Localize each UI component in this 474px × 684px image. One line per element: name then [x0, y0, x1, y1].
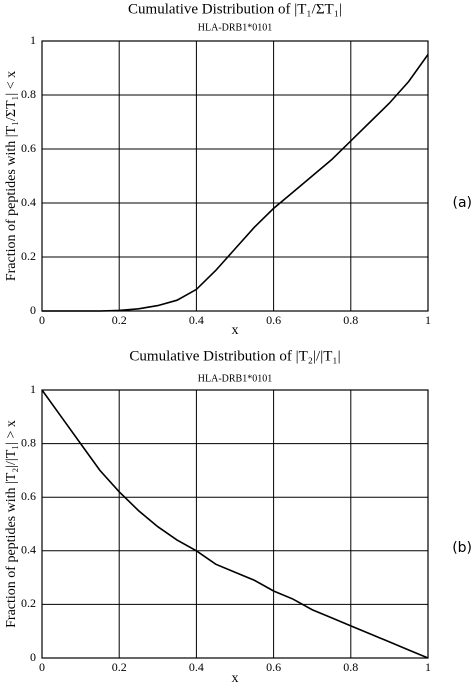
x-tick-label: 0 — [39, 660, 45, 674]
panel-label: (a) — [452, 195, 472, 211]
chart-title: Cumulative Distribution of |T₁/ΣT₁| — [128, 1, 342, 17]
x-tick-label: 0 — [39, 313, 45, 327]
y-tick-label: 1 — [30, 382, 36, 396]
y-tick-label: 0.4 — [21, 195, 36, 209]
x-tick-label: 0.8 — [343, 313, 358, 327]
y-tick-label: 0.8 — [21, 435, 36, 449]
x-tick-label: 0.2 — [112, 660, 127, 674]
y-axis-label: Fraction of peptides with |T₂|/|T₁| > x — [4, 420, 19, 628]
data-line — [42, 54, 429, 312]
y-tick-label: 0.6 — [21, 489, 36, 503]
y-tick-label: 0 — [30, 650, 36, 664]
y-tick-label: 1 — [30, 33, 36, 47]
y-tick-label: 0.4 — [21, 543, 36, 557]
data-line — [41, 389, 429, 659]
plot-frame — [41, 40, 429, 312]
y-tick-label: 0.2 — [21, 249, 36, 263]
x-tick-label: 0.6 — [266, 660, 281, 674]
x-tick-label: 0.6 — [266, 313, 281, 327]
x-axis-label: x — [232, 323, 239, 338]
chart-title: Cumulative Distribution of |T₂|/|T₁| — [129, 348, 340, 364]
x-tick-label: 0.2 — [112, 313, 127, 327]
x-axis-label: x — [232, 671, 239, 684]
chart-subtitle: HLA-DRB1*0101 — [198, 22, 272, 33]
x-tick-label: 0.8 — [343, 660, 358, 674]
panel-label: (b) — [452, 540, 472, 556]
x-tick-label: 1 — [425, 660, 431, 674]
y-tick-label: 0.2 — [21, 596, 36, 610]
y-tick-label: 0.8 — [21, 87, 36, 101]
plot-frame — [41, 389, 429, 659]
y-tick-label: 0.6 — [21, 141, 36, 155]
x-tick-label: 0.4 — [189, 660, 204, 674]
chart-subtitle: HLA-DRB1*0101 — [198, 373, 272, 384]
y-axis-label: Fraction of peptides with |T₁/ΣT₁| < x — [4, 71, 19, 281]
y-tick-label: 0 — [30, 303, 36, 317]
x-tick-label: 1 — [425, 313, 431, 327]
x-tick-label: 0.4 — [189, 313, 204, 327]
